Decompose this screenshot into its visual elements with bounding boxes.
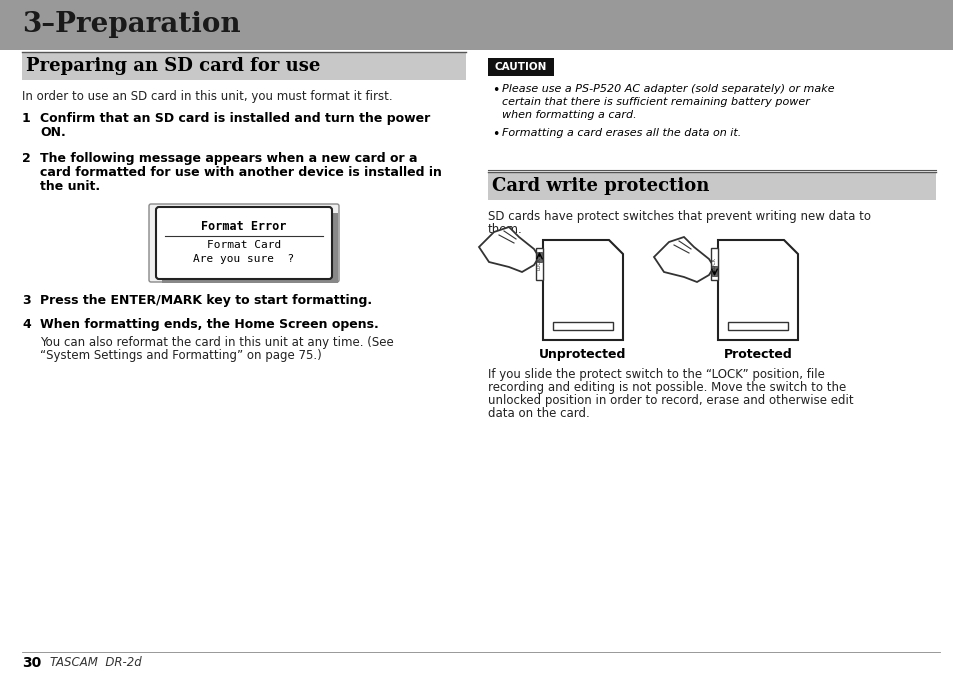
Text: Please use a PS-P520 AC adapter (sold separately) or make: Please use a PS-P520 AC adapter (sold se… — [501, 84, 834, 94]
Text: unlocked position in order to record, erase and otherwise edit: unlocked position in order to record, er… — [488, 394, 853, 407]
Text: 30: 30 — [22, 656, 41, 670]
Text: Unprotected: Unprotected — [538, 348, 626, 361]
Text: Card write protection: Card write protection — [492, 177, 709, 195]
Text: card formatted for use with another device is installed in: card formatted for use with another devi… — [40, 166, 441, 179]
Text: “System Settings and Formatting” on page 75.): “System Settings and Formatting” on page… — [40, 349, 321, 362]
Text: Format Card: Format Card — [207, 240, 281, 250]
Bar — [710, 248, 718, 280]
Bar — [537, 252, 541, 262]
Polygon shape — [718, 240, 797, 340]
Text: data on the card.: data on the card. — [488, 407, 589, 420]
Text: 4: 4 — [22, 318, 30, 331]
Text: In order to use an SD card in this unit, you must format it first.: In order to use an SD card in this unit,… — [22, 90, 393, 103]
Bar — [553, 322, 613, 330]
Bar — [0, 0, 953, 50]
Text: Formatting a card erases all the data on it.: Formatting a card erases all the data on… — [501, 128, 740, 138]
Text: Are you sure  ?: Are you sure ? — [193, 254, 294, 264]
Text: You can also reformat the card in this unit at any time. (See: You can also reformat the card in this u… — [40, 336, 394, 349]
Text: when formatting a card.: when formatting a card. — [501, 110, 636, 120]
Polygon shape — [542, 240, 622, 340]
Bar — [162, 213, 337, 283]
Text: them.: them. — [488, 223, 522, 236]
Text: Preparing an SD card for use: Preparing an SD card for use — [26, 57, 320, 75]
Text: the unit.: the unit. — [40, 180, 100, 193]
Text: 3–Preparation: 3–Preparation — [22, 12, 240, 39]
Text: Press the ENTER/MARK key to start formatting.: Press the ENTER/MARK key to start format… — [40, 294, 372, 307]
Text: TASCAM  DR-2d: TASCAM DR-2d — [50, 656, 142, 669]
Bar — [22, 52, 465, 80]
Text: SD cards have protect switches that prevent writing new data to: SD cards have protect switches that prev… — [488, 210, 870, 223]
Text: recording and editing is not possible. Move the switch to the: recording and editing is not possible. M… — [488, 381, 845, 394]
Text: CAUTION: CAUTION — [495, 62, 547, 72]
Text: certain that there is sufficient remaining battery power: certain that there is sufficient remaini… — [501, 97, 809, 107]
Text: •: • — [492, 84, 498, 97]
Polygon shape — [654, 237, 713, 282]
Bar — [488, 172, 935, 200]
Bar — [711, 266, 717, 276]
Text: Format Error: Format Error — [201, 220, 287, 233]
Text: The following message appears when a new card or a: The following message appears when a new… — [40, 152, 417, 165]
Text: 3: 3 — [22, 294, 30, 307]
Text: Confirm that an SD card is installed and turn the power: Confirm that an SD card is installed and… — [40, 112, 430, 125]
Bar — [536, 248, 542, 280]
Text: Protected: Protected — [723, 348, 792, 361]
Text: 2: 2 — [22, 152, 30, 165]
Polygon shape — [478, 227, 538, 272]
Text: ON.: ON. — [40, 126, 66, 139]
Bar — [488, 58, 554, 76]
Text: LOCK: LOCK — [537, 258, 541, 271]
Text: •: • — [492, 128, 498, 141]
Text: 1: 1 — [22, 112, 30, 125]
Text: When formatting ends, the Home Screen opens.: When formatting ends, the Home Screen op… — [40, 318, 378, 331]
Bar — [727, 322, 787, 330]
FancyBboxPatch shape — [149, 204, 338, 282]
Text: LOCK: LOCK — [711, 258, 717, 271]
FancyBboxPatch shape — [156, 207, 332, 279]
Text: If you slide the protect switch to the “LOCK” position, file: If you slide the protect switch to the “… — [488, 368, 824, 381]
